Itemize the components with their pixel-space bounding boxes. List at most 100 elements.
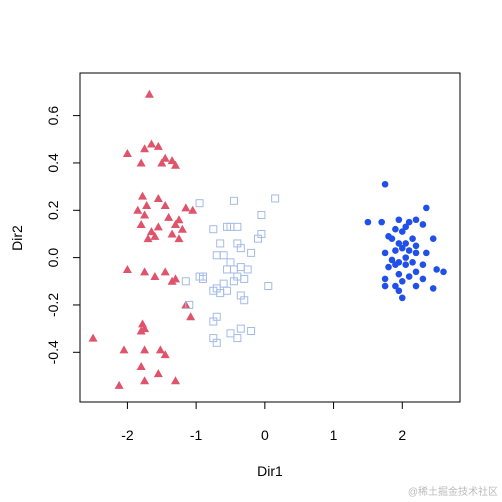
point <box>157 158 167 167</box>
point <box>153 369 163 378</box>
point <box>229 277 238 286</box>
point <box>150 272 160 281</box>
point <box>402 254 410 261</box>
point <box>136 326 146 335</box>
watermark: @稀土掘金技术社区 <box>408 485 498 498</box>
point <box>209 317 218 326</box>
point <box>402 223 410 231</box>
point <box>405 273 413 280</box>
point <box>388 235 396 242</box>
point <box>171 160 181 169</box>
point <box>146 139 156 148</box>
point <box>402 240 410 247</box>
point <box>412 268 420 276</box>
point <box>142 201 152 210</box>
point <box>146 227 156 236</box>
y-axis-label: Dir2 <box>9 225 25 251</box>
point <box>405 247 413 254</box>
point <box>219 251 228 260</box>
point <box>395 270 403 278</box>
point <box>392 282 399 290</box>
point <box>440 268 447 276</box>
point <box>150 231 160 240</box>
point <box>140 376 150 385</box>
point <box>143 234 153 243</box>
point <box>140 267 150 276</box>
point <box>402 261 410 269</box>
point <box>264 282 273 291</box>
point <box>136 219 146 228</box>
point <box>160 267 170 276</box>
point <box>271 194 280 203</box>
point <box>392 247 399 254</box>
point <box>405 218 413 226</box>
point <box>240 274 249 283</box>
point <box>199 272 208 281</box>
point <box>236 263 245 272</box>
point <box>171 219 181 228</box>
point <box>233 334 242 343</box>
point <box>233 222 242 231</box>
y-tick-label: 0.6 <box>45 106 61 126</box>
point <box>212 338 221 347</box>
point <box>433 266 440 273</box>
point <box>419 275 427 283</box>
point <box>398 244 406 252</box>
point <box>153 141 163 150</box>
point <box>185 300 194 309</box>
point <box>160 153 170 162</box>
point <box>409 259 416 266</box>
y-tick-label: -0.2 <box>45 293 61 317</box>
y-tick-label: -0.4 <box>45 340 61 364</box>
point <box>212 251 221 260</box>
point <box>114 380 124 389</box>
point <box>216 239 225 248</box>
point <box>395 287 403 295</box>
point <box>160 350 170 359</box>
point <box>236 244 245 253</box>
point <box>140 144 150 153</box>
point <box>144 89 154 98</box>
point <box>164 212 174 221</box>
point <box>167 229 177 238</box>
plot-box <box>79 72 461 403</box>
point <box>219 279 228 288</box>
point <box>195 199 204 208</box>
point <box>257 211 266 220</box>
x-tick-label: -1 <box>190 427 203 443</box>
point <box>188 205 198 214</box>
point <box>423 249 430 257</box>
point <box>171 376 181 385</box>
point <box>209 286 218 295</box>
x-tick-label: 2 <box>398 427 406 443</box>
point <box>381 180 389 188</box>
point <box>140 210 150 219</box>
point <box>138 191 148 200</box>
point <box>398 294 406 302</box>
point <box>412 216 420 224</box>
point <box>381 249 389 257</box>
point <box>122 148 132 157</box>
point <box>385 263 392 271</box>
point <box>186 312 196 321</box>
point <box>412 242 420 250</box>
y-tick-label: 0.2 <box>45 200 61 220</box>
point <box>122 264 132 273</box>
point <box>412 249 420 257</box>
point <box>381 282 389 290</box>
point <box>229 265 238 274</box>
point <box>136 361 146 370</box>
point <box>171 274 181 283</box>
point <box>140 345 150 354</box>
y-tick-label: 0.0 <box>45 248 61 268</box>
point <box>160 201 170 210</box>
point <box>381 275 389 283</box>
point <box>223 286 232 295</box>
point <box>226 258 235 267</box>
x-axis-label: Dir1 <box>257 463 283 479</box>
point <box>419 221 427 228</box>
point <box>429 285 437 292</box>
point <box>177 224 187 233</box>
point <box>88 333 98 342</box>
